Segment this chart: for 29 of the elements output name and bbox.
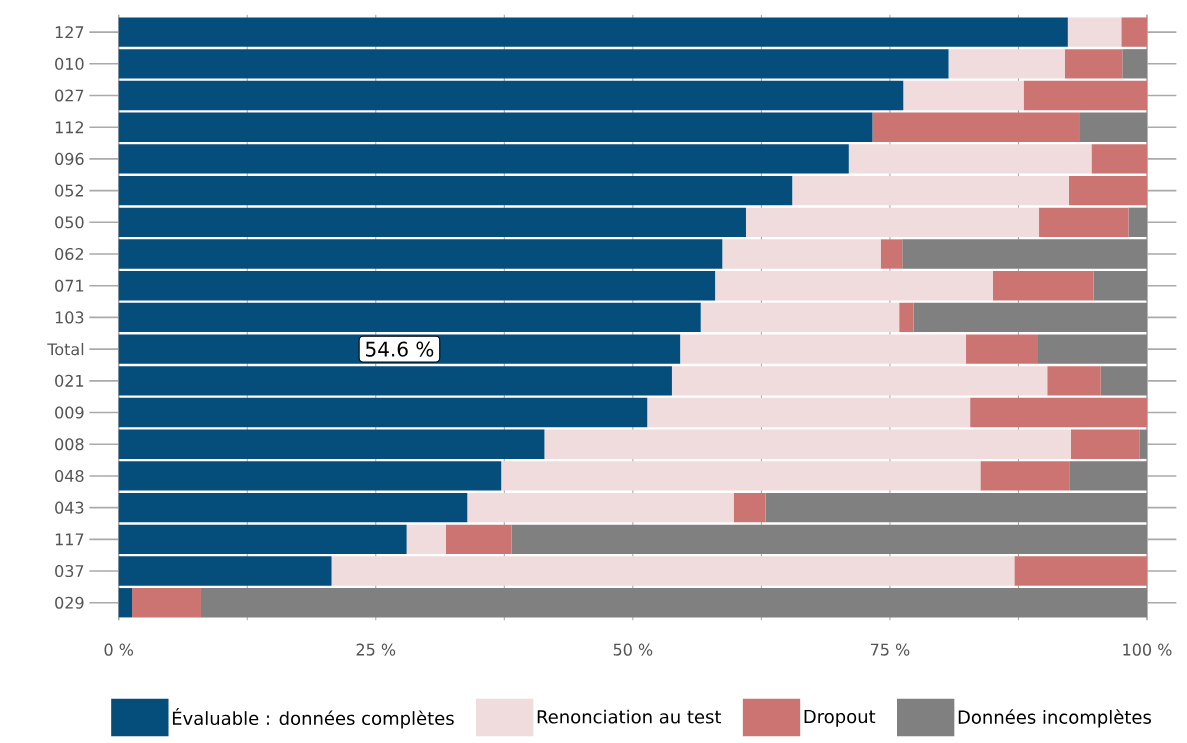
y-tick-label: 037: [55, 565, 84, 578]
y-tick-label: Total: [47, 343, 84, 356]
legend-label: Renonciation au test: [537, 709, 722, 724]
y-tick-label: 043: [55, 501, 84, 514]
y-tick-label: 021: [55, 374, 84, 387]
x-tick-label: 100 %: [1123, 643, 1172, 656]
y-tick-label: 052: [55, 184, 84, 197]
y-tick-label: 029: [55, 596, 84, 609]
y-tick-label: 009: [55, 406, 84, 419]
x-tick-label: 0 %: [104, 643, 134, 656]
y-tick-label: 010: [55, 57, 84, 70]
x-tick-label: 75 %: [870, 643, 910, 656]
legend-label: Évaluable : données complètes: [172, 708, 454, 729]
legend-label: Données incomplètes: [958, 709, 1151, 728]
x-tick-label: 50 %: [613, 643, 653, 656]
y-tick-label: 008: [55, 438, 84, 451]
data-label: 54.6 %: [366, 341, 434, 357]
x-tick-label: 25 %: [356, 643, 396, 656]
y-tick-label: 117: [55, 533, 84, 546]
legend-label: Dropout: [804, 709, 876, 727]
y-tick-label: 096: [55, 152, 84, 166]
y-tick-label: 127: [55, 26, 84, 39]
y-tick-label: 027: [55, 89, 84, 102]
y-tick-label: 062: [55, 248, 84, 261]
y-tick-label: 103: [55, 311, 84, 324]
y-tick-label: 050: [55, 216, 84, 229]
y-tick-label: 071: [55, 279, 84, 292]
y-tick-label: 048: [55, 469, 84, 483]
y-tick-label: 112: [55, 121, 84, 134]
